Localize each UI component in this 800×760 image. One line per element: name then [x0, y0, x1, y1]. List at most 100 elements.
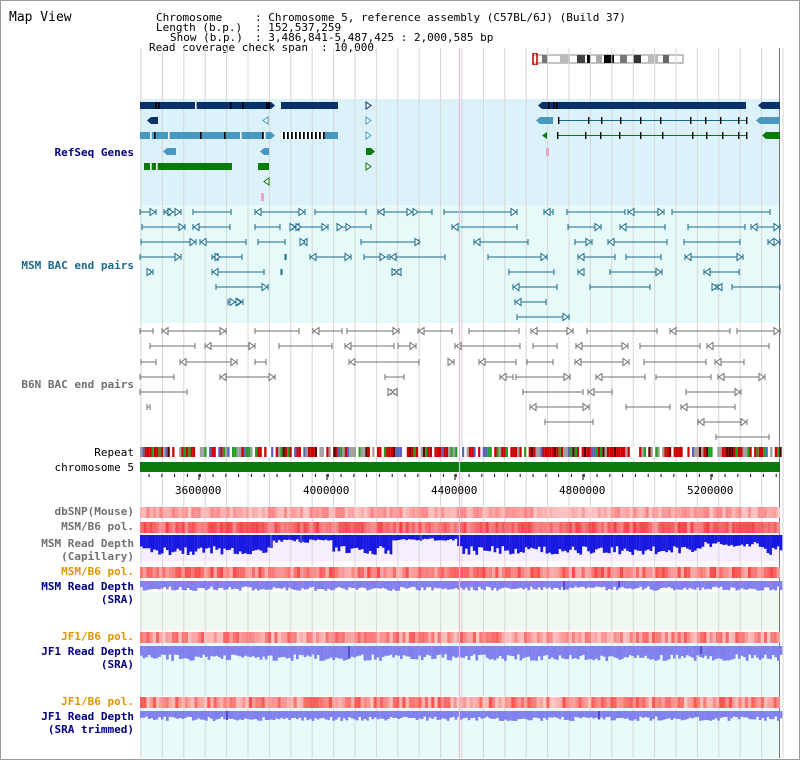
read-depth-bar — [654, 646, 658, 661]
bac-arrow — [344, 252, 351, 262]
repeat-element — [726, 447, 729, 457]
read-depth-bar — [400, 711, 403, 719]
read-depth-bar — [306, 535, 310, 543]
read-depth-bar — [264, 535, 268, 553]
polymorphism-cell — [165, 567, 169, 578]
read-depth-bar — [657, 581, 661, 590]
polymorphism-cell — [581, 522, 585, 533]
polymorphism-cell — [696, 697, 701, 708]
read-depth-bar — [706, 535, 710, 544]
polymorphism-cell — [178, 697, 182, 708]
bac-arrow — [310, 252, 317, 262]
gene-marker — [262, 116, 269, 125]
read-depth-bar — [498, 646, 502, 656]
read-depth-bar — [179, 581, 182, 587]
read-depth-bar — [758, 535, 762, 547]
read-depth-bar — [322, 581, 325, 590]
bac-arrow — [773, 237, 780, 247]
read-depth-bar — [488, 535, 492, 552]
polymorphism-cell — [751, 522, 755, 533]
read-depth-bar — [675, 535, 679, 548]
b6n-bac-track[interactable] — [139, 326, 781, 441]
read-depth-bar — [199, 646, 203, 658]
repeat-track[interactable] — [140, 447, 782, 457]
read-depth-bar — [140, 646, 143, 656]
read-depth-bar — [735, 646, 739, 655]
read-depth-bar — [366, 711, 369, 721]
length-value: : 152,537,259 — [255, 21, 342, 34]
bac-arrow — [193, 222, 200, 232]
track-label-refseq[interactable]: RefSeq Genes — [54, 146, 134, 159]
read-depth-bar — [332, 711, 336, 721]
track-label-msm-bac[interactable]: MSM BAC end pairs — [21, 259, 134, 272]
read-depth-bar — [686, 535, 689, 549]
read-depth-bar — [563, 646, 567, 659]
read-depth-bar — [722, 581, 726, 591]
polymorphism-cell — [296, 567, 301, 578]
read-depth-bar — [314, 581, 317, 591]
msm-bac-track[interactable] — [139, 207, 781, 322]
read-depth-bar — [215, 711, 219, 720]
read-depth-bar — [462, 711, 466, 719]
polymorphism-cell — [280, 507, 285, 518]
polymorphism-cell — [402, 507, 406, 518]
polymorphism-cell — [501, 522, 505, 533]
read-depth-bar — [228, 711, 232, 719]
polymorphism-cell — [556, 507, 560, 518]
polymorphism-cell — [175, 567, 179, 578]
polymorphism-cell — [559, 697, 563, 708]
polymorphism-cell — [479, 632, 483, 643]
polymorphism-cell — [613, 697, 617, 708]
read-depth-bar — [563, 581, 567, 590]
read-depth-bar — [423, 535, 427, 539]
polymorphism-cell — [424, 507, 429, 518]
polymorphism-cell — [581, 507, 585, 518]
bac-arrow — [261, 282, 268, 292]
read-depth-bar — [303, 646, 307, 658]
read-depth-bar — [779, 535, 783, 551]
read-depth-bar — [280, 646, 284, 658]
polymorphism-cell — [184, 697, 189, 708]
polymorphism-cell — [264, 697, 269, 708]
read-depth-bar — [467, 581, 471, 591]
read-depth-bar — [667, 646, 671, 660]
polymorphism-cell — [764, 507, 768, 518]
polymorphism-cell — [696, 632, 701, 643]
polymorphism-cell — [485, 507, 489, 518]
read-depth-bar — [381, 581, 385, 588]
polymorphism-cell — [632, 697, 637, 708]
polymorphism-cell — [156, 632, 160, 643]
polymorphism-cell — [181, 697, 185, 708]
gene-exon-mark — [150, 132, 152, 139]
read-depth-bar — [270, 646, 273, 656]
repeat-element — [243, 447, 246, 457]
repeat-element — [211, 447, 214, 457]
read-depth-bar — [748, 581, 752, 589]
read-depth-bar — [212, 646, 216, 657]
polymorphism-cell — [197, 522, 201, 533]
track-label-b6n-bac[interactable]: B6N BAC end pairs — [21, 378, 134, 391]
gene-exon-mark — [307, 132, 309, 139]
bac-arrow — [313, 326, 320, 336]
polymorphism-cell — [680, 522, 685, 533]
read-depth-bar — [537, 711, 541, 719]
polymorphism-cell — [738, 567, 742, 578]
read-depth-bar — [566, 711, 570, 720]
polymorphism-cell — [479, 567, 483, 578]
gene-exon-mark — [640, 117, 642, 124]
polymorphism-cell — [248, 632, 253, 643]
read-depth-bar — [608, 646, 611, 657]
gene-exon-mark — [156, 163, 158, 170]
polymorphism-cell — [719, 697, 723, 708]
repeat-element — [335, 447, 338, 457]
repeat-element — [475, 447, 479, 457]
chromosome-ideogram[interactable] — [530, 53, 685, 65]
read-depth-bar — [514, 535, 518, 549]
read-depth-bar — [478, 535, 481, 548]
read-depth-bar — [621, 646, 624, 659]
read-depth-bar — [628, 646, 632, 656]
read-depth-bar — [712, 535, 715, 544]
polymorphism-cell — [143, 697, 147, 708]
refseq-genes-track[interactable] — [140, 101, 780, 201]
